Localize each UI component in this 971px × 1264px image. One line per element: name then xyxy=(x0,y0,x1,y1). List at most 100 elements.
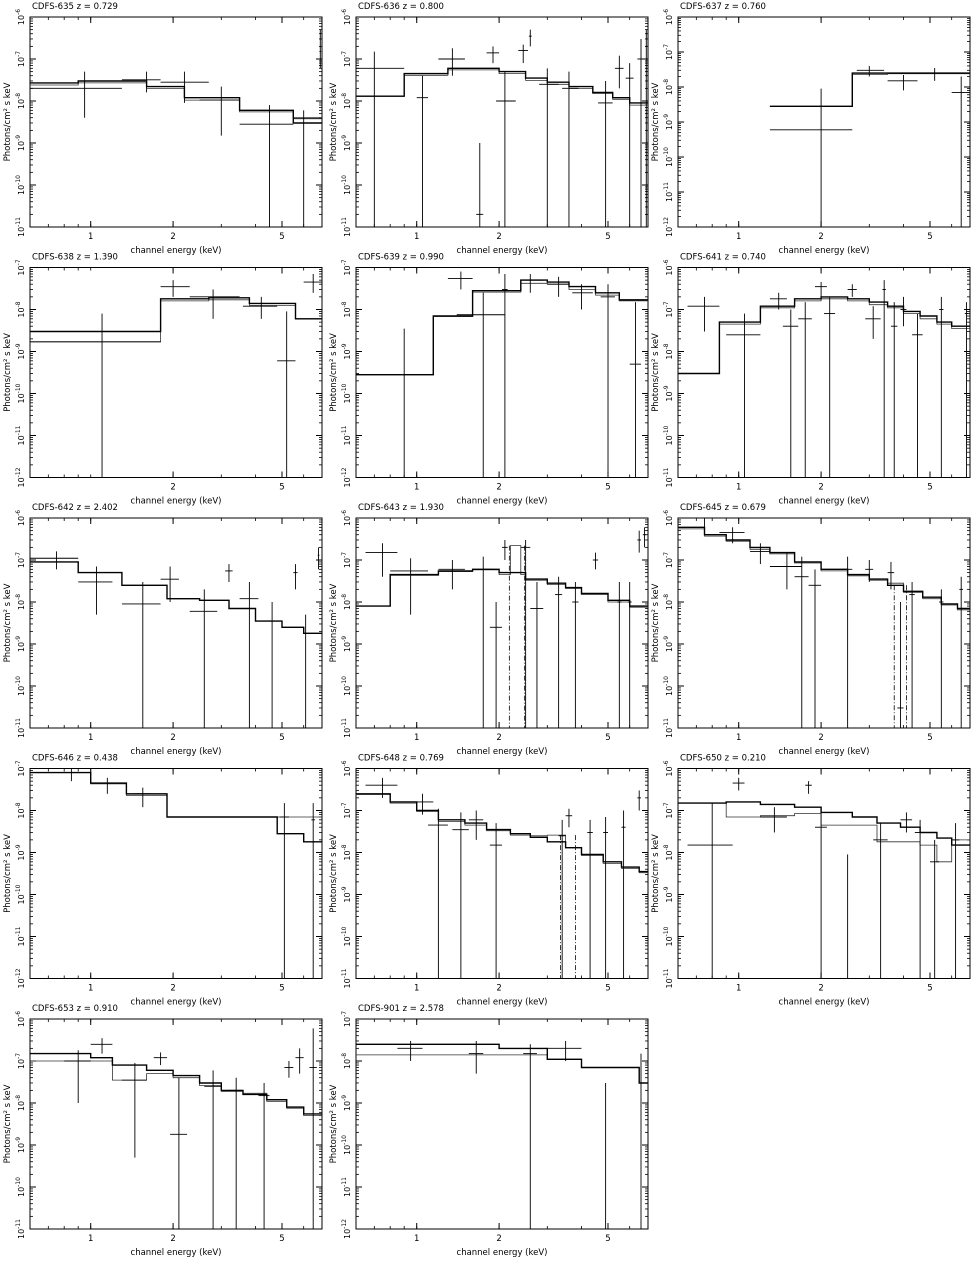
y-tick-label: 10-10 xyxy=(15,383,26,403)
x-axis-label: channel energy (keV) xyxy=(457,1248,548,1258)
y-tick-exponent: -7 xyxy=(15,1053,22,1059)
model-step xyxy=(30,1052,322,1115)
y-axis-label: Photons/cm² s keV xyxy=(329,82,339,161)
y-tick-label: 10-6 xyxy=(15,9,26,25)
y-tick-exponent: -6 xyxy=(663,760,670,766)
y-tick-exponent: -7 xyxy=(341,1011,348,1017)
y-tick-label: 10-11 xyxy=(663,467,674,487)
y-tick-label: 10-10 xyxy=(341,926,352,946)
y-tick-exponent: -9 xyxy=(341,135,348,141)
y-tick-exponent: -9 xyxy=(663,886,670,892)
panel-title: CDFS-645 z = 0.679 xyxy=(680,503,766,513)
y-tick-label: 10-12 xyxy=(663,217,674,237)
spectrum-panel: CDFS-639 z = 0.990 1 2 5 channel energy (keV… xyxy=(329,253,649,507)
y-tick-label: 10-6 xyxy=(663,510,674,526)
plot-frame xyxy=(677,267,971,478)
y-tick-label: 10-8 xyxy=(341,844,352,860)
x-tick-label: 1 xyxy=(736,483,741,493)
y-tick-exponent: -8 xyxy=(15,301,22,307)
y-tick-label: 10-11 xyxy=(663,718,674,738)
y-tick-label: 10-9 xyxy=(663,385,674,401)
y-tick-exponent: -9 xyxy=(15,636,22,642)
plot-frame xyxy=(355,768,649,979)
y-tick-exponent: -9 xyxy=(663,636,670,642)
model-step xyxy=(30,771,322,843)
y-tick-label: 10-10 xyxy=(341,175,352,195)
model-step xyxy=(356,793,648,873)
panel-title: CDFS-636 z = 0.800 xyxy=(358,2,444,12)
x-tick-label: 5 xyxy=(605,1234,610,1244)
x-tick-label: 1 xyxy=(88,984,93,994)
y-tick-exponent: -10 xyxy=(341,175,348,185)
x-tick-label: 1 xyxy=(88,232,93,242)
x-tick-label: 2 xyxy=(496,1234,501,1244)
plot-frame xyxy=(29,1018,323,1230)
y-tick-exponent: -6 xyxy=(15,9,22,15)
y-tick-exponent: -9 xyxy=(341,886,348,892)
y-tick-exponent: -6 xyxy=(341,510,348,516)
x-tick-label: 1 xyxy=(414,1234,419,1244)
plot-frame xyxy=(677,768,971,979)
y-tick-exponent: -8 xyxy=(341,594,348,600)
y-tick-label: 10-8 xyxy=(341,594,352,610)
model-step-alt xyxy=(356,1054,648,1084)
x-tick-label: 5 xyxy=(605,733,610,743)
y-tick-label: 10-11 xyxy=(15,425,26,445)
y-tick-label: 10-8 xyxy=(15,93,26,109)
y-tick-label: 10-11 xyxy=(341,217,352,237)
y-tick-label: 10-10 xyxy=(663,676,674,696)
y-tick-exponent: -7 xyxy=(663,44,670,50)
y-tick-label: 10-9 xyxy=(341,636,352,652)
y-tick-exponent: -8 xyxy=(15,1095,22,1101)
model-step xyxy=(769,72,970,107)
panel-title: CDFS-641 z = 0.740 xyxy=(680,253,766,263)
y-tick-label: 10-8 xyxy=(663,79,674,95)
y-tick-exponent: -6 xyxy=(15,510,22,516)
x-tick-label: 2 xyxy=(818,232,823,242)
y-tick-label: 10-11 xyxy=(341,425,352,445)
y-tick-label: 10-7 xyxy=(663,301,674,317)
y-tick-exponent: -8 xyxy=(341,93,348,99)
y-tick-exponent: -11 xyxy=(663,467,670,477)
x-tick-label: 2 xyxy=(496,984,501,994)
y-tick-exponent: -10 xyxy=(663,926,670,936)
model-step-alt xyxy=(769,73,970,107)
x-axis-label: channel energy (keV) xyxy=(457,246,548,256)
y-tick-exponent: -6 xyxy=(663,510,670,516)
y-tick-label: 10-10 xyxy=(341,383,352,403)
spectrum-panel: CDFS-635 z = 0.729 1 2 5 channel energy (keV… xyxy=(3,2,323,256)
spectrum-panel: CDFS-638 z = 1.390 2 5 channel energy (keV)… xyxy=(3,253,323,507)
y-tick-label: 10-9 xyxy=(663,114,674,130)
panel-title: CDFS-635 z = 0.729 xyxy=(32,2,118,12)
y-tick-label: 10-11 xyxy=(15,926,26,946)
y-tick-exponent: -10 xyxy=(15,1177,22,1187)
x-tick-label: 2 xyxy=(496,483,501,493)
x-axis-label: channel energy (keV) xyxy=(779,998,870,1008)
y-tick-exponent: -6 xyxy=(663,259,670,265)
x-axis-label: channel energy (keV) xyxy=(779,747,870,757)
y-tick-label: 10-6 xyxy=(15,1011,26,1027)
spectrum-panel: CDFS-645 z = 0.679 1 2 5 channel energy (keV… xyxy=(651,503,971,757)
x-tick-label: 2 xyxy=(496,733,501,743)
y-tick-exponent: -11 xyxy=(15,718,22,728)
y-tick-exponent: -10 xyxy=(341,1135,348,1145)
y-tick-label: 10-6 xyxy=(341,510,352,526)
plot-frame xyxy=(29,768,323,979)
y-tick-exponent: -9 xyxy=(15,1137,22,1143)
panel-title: CDFS-638 z = 1.390 xyxy=(32,253,118,263)
y-tick-label: 10-8 xyxy=(15,301,26,317)
x-tick-label: 5 xyxy=(279,1234,284,1244)
panel-title: CDFS-637 z = 0.760 xyxy=(680,2,766,12)
x-axis-label: channel energy (keV) xyxy=(457,998,548,1008)
y-axis-label: Photons/cm² s keV xyxy=(329,1084,339,1163)
y-axis-label: Photons/cm² s keV xyxy=(3,82,13,161)
model-step-alt xyxy=(356,545,648,608)
y-tick-label: 10-8 xyxy=(341,93,352,109)
plot-frame xyxy=(355,267,649,478)
y-tick-exponent: -7 xyxy=(341,51,348,57)
x-tick-label: 5 xyxy=(605,984,610,994)
y-tick-exponent: -7 xyxy=(15,51,22,57)
y-axis-label: Photons/cm² s keV xyxy=(329,834,339,913)
spectrum-panel: CDFS-646 z = 0.438 1 2 5 channel energy (keV… xyxy=(3,754,323,1008)
y-tick-exponent: -10 xyxy=(663,425,670,435)
